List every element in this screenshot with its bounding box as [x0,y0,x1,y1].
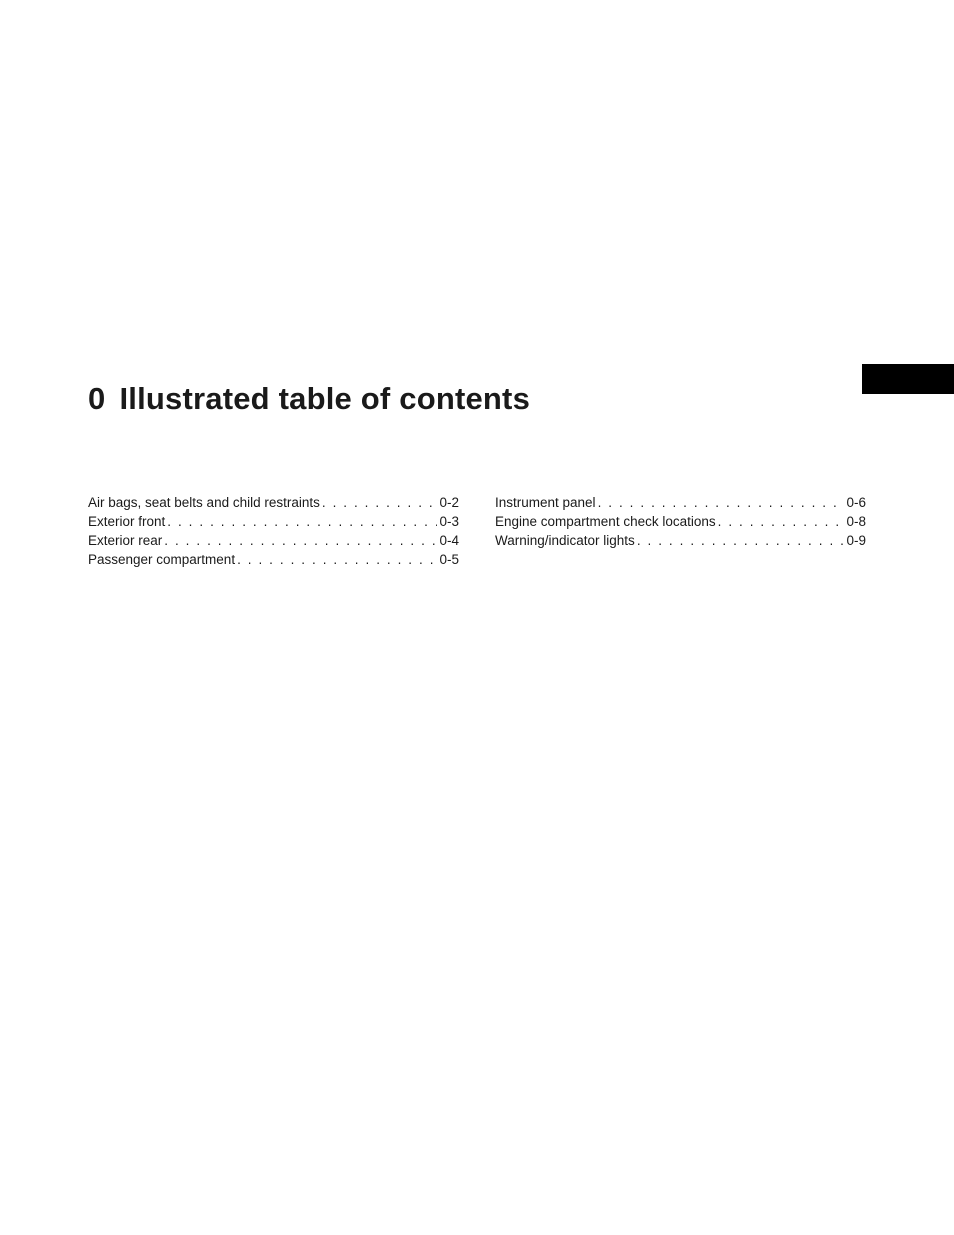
toc-entry: Exterior front 0-3 [88,512,459,531]
toc-entry: Instrument panel 0-6 [495,493,866,512]
chapter-heading: 0 Illustrated table of contents [88,381,530,417]
toc-entry-page: 0-4 [439,531,459,550]
table-of-contents: Air bags, seat belts and child restraint… [88,493,866,569]
toc-column-left: Air bags, seat belts and child restraint… [88,493,459,569]
toc-dot-leader [637,531,845,550]
toc-entry-page: 0-9 [846,531,866,550]
toc-entry-page: 0-8 [846,512,866,531]
toc-dot-leader [237,550,437,569]
toc-entry-label: Engine compartment check locations [495,512,716,531]
toc-entry-label: Exterior rear [88,531,162,550]
heading-row: 0 Illustrated table of contents [0,360,954,438]
toc-entry-page: 0-5 [439,550,459,569]
toc-entry: Engine compartment check locations 0-8 [495,512,866,531]
toc-entry-page: 0-2 [439,493,459,512]
toc-entry-page: 0-3 [439,512,459,531]
toc-dot-leader [598,493,845,512]
section-tab-marker [862,364,954,394]
toc-dot-leader [167,512,437,531]
toc-entry-label: Air bags, seat belts and child restraint… [88,493,320,512]
chapter-title: Illustrated table of contents [119,381,530,416]
page: 0 Illustrated table of contents Air bags,… [0,0,954,1235]
toc-entry: Air bags, seat belts and child restraint… [88,493,459,512]
toc-column-right: Instrument panel 0-6 Engine compartment … [495,493,866,569]
toc-entry-label: Instrument panel [495,493,596,512]
toc-dot-leader [718,512,845,531]
toc-entry-label: Passenger compartment [88,550,235,569]
toc-entry: Exterior rear 0-4 [88,531,459,550]
toc-entry-label: Warning/indicator lights [495,531,635,550]
toc-entry: Warning/indicator lights 0-9 [495,531,866,550]
toc-dot-leader [322,493,438,512]
toc-dot-leader [164,531,437,550]
toc-entry-label: Exterior front [88,512,165,531]
chapter-number: 0 [88,381,105,417]
toc-entry: Passenger compartment 0-5 [88,550,459,569]
toc-entry-page: 0-6 [846,493,866,512]
